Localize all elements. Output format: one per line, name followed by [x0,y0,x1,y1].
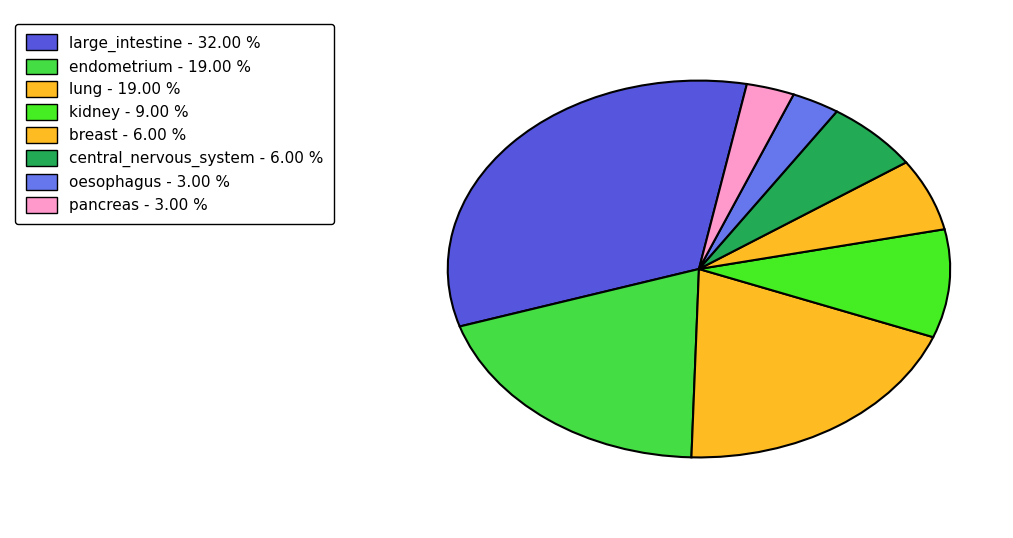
Wedge shape [699,84,793,269]
Wedge shape [692,269,933,457]
Wedge shape [699,95,837,269]
Wedge shape [699,162,944,269]
Wedge shape [448,81,747,327]
Wedge shape [460,269,699,457]
Legend: large_intestine - 32.00 %, endometrium - 19.00 %, lung - 19.00 %, kidney - 9.00 : large_intestine - 32.00 %, endometrium -… [15,24,334,224]
Wedge shape [699,229,950,337]
Wedge shape [699,111,906,269]
